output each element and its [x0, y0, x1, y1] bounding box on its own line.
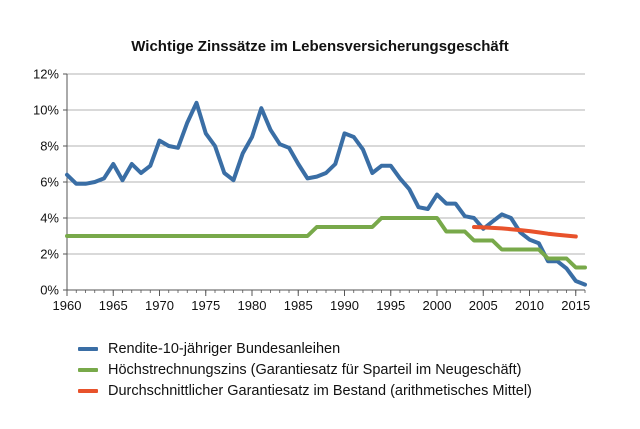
x-tick-label: 1995 [376, 298, 405, 313]
axes [63, 73, 586, 296]
tick-labels: 0% 2% 4% 6% 8% 10% 12% 1960 1965 1970 1975 1980 1985… [33, 67, 590, 314]
x-tick-label: 1970 [145, 298, 174, 313]
legend-swatch [78, 367, 98, 372]
grid-lines [67, 73, 585, 255]
x-tick-label: 1985 [284, 298, 313, 313]
legend-item: Rendite-10-jähriger Bundesanleihen [78, 338, 532, 359]
x-tick-label: 1980 [238, 298, 267, 313]
legend-label: Rendite-10-jähriger Bundesanleihen [108, 340, 341, 357]
y-tick-label: 6% [40, 175, 59, 190]
x-tick-label: 2010 [515, 298, 544, 313]
series-line-2 [65, 216, 587, 270]
y-tick-label: 2% [40, 247, 59, 262]
legend-swatch [78, 346, 98, 351]
x-tick-label: 1965 [99, 298, 128, 313]
legend-item: Durchschnittlicher Garantiesatz im Besta… [78, 380, 532, 401]
y-tick-label: 10% [33, 103, 59, 118]
series-line-1 [65, 100, 587, 287]
x-tick-label: 1975 [191, 298, 220, 313]
series-lines [65, 100, 587, 287]
x-tick-label: 2005 [469, 298, 498, 313]
x-tick-label: 2000 [423, 298, 452, 313]
y-tick-label: 12% [33, 67, 59, 82]
y-tick-label: 8% [40, 139, 59, 154]
x-tick-label: 2015 [561, 298, 590, 313]
legend-label: Höchstrechnungszins (Garantiesatz für Sp… [108, 361, 522, 378]
x-tick-label: 1960 [53, 298, 82, 313]
chart-title: Wichtige Zinssätze im Lebensversicherung… [131, 38, 509, 55]
legend-swatch [78, 388, 98, 393]
y-tick-label: 0% [40, 283, 59, 298]
series-line-3 [472, 225, 578, 239]
y-tick-label: 4% [40, 211, 59, 226]
legend-item: Höchstrechnungszins (Garantiesatz für Sp… [78, 359, 532, 380]
legend: Rendite-10-jähriger Bundesanleihen Höchst… [78, 338, 532, 401]
legend-label: Durchschnittlicher Garantiesatz im Besta… [108, 382, 532, 399]
x-tick-label: 1990 [330, 298, 359, 313]
